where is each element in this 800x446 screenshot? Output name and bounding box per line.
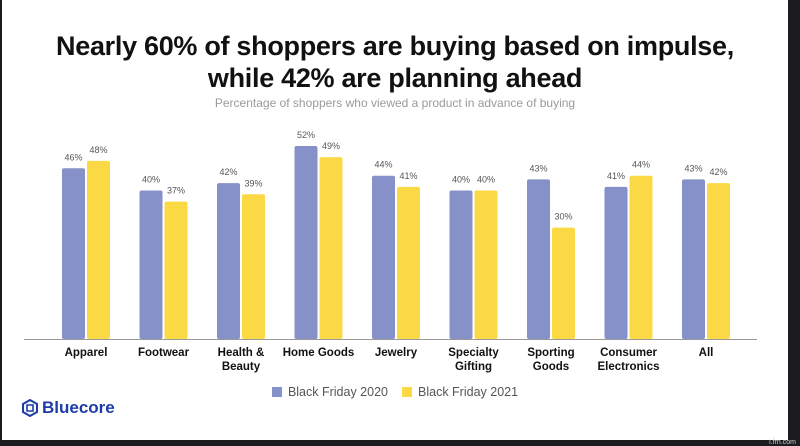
bar-2021: [87, 160, 110, 339]
data-label: 37%: [167, 186, 185, 196]
legend: Black Friday 2020 Black Friday 2021: [2, 385, 788, 399]
bluecore-hex-icon: [22, 399, 38, 417]
bar-2021: [397, 186, 420, 339]
category-label: Sporting: [527, 347, 574, 359]
category-label: Footwear: [138, 347, 190, 359]
data-label: 43%: [529, 163, 547, 173]
chart-card: Nearly 60% of shoppers are buying based …: [2, 0, 788, 440]
data-label: 30%: [554, 212, 572, 222]
bar-2020: [449, 190, 473, 339]
category-label: Gifting: [455, 361, 492, 373]
bar-2020: [139, 190, 163, 339]
data-label: 40%: [452, 175, 470, 185]
bar-2020: [217, 183, 240, 339]
data-label: 42%: [219, 167, 237, 177]
category-label: All: [699, 347, 714, 359]
category-label: Consumer: [600, 347, 657, 359]
data-label: 40%: [142, 175, 160, 185]
data-label: 48%: [89, 145, 107, 155]
legend-label: Black Friday 2021: [418, 385, 519, 399]
category-label: Jewelry: [375, 347, 418, 359]
bar-2020: [294, 146, 318, 339]
bar-2020: [527, 179, 550, 339]
data-label: 42%: [709, 167, 727, 177]
data-label: 39%: [244, 178, 262, 188]
bar-2021: [319, 157, 343, 339]
legend-item-2021: Black Friday 2021: [402, 385, 518, 399]
bar-chart: 46% 48% Apparel 40% 37% Footwear 42% 39% Health …: [24, 130, 757, 373]
category-label: Health &: [218, 347, 265, 359]
title-line-1: Nearly 60% of shoppers are buying based …: [56, 31, 734, 61]
legend-swatch: [402, 387, 412, 397]
bar-2020: [372, 175, 395, 339]
bar-2020: [604, 186, 628, 339]
data-label: 44%: [632, 160, 650, 170]
category-label: Goods: [533, 361, 569, 373]
bar-2021: [164, 201, 188, 339]
category-label: Electronics: [598, 361, 660, 373]
bar-2021: [552, 227, 575, 339]
chart-title: Nearly 60% of shoppers are buying based …: [2, 30, 788, 94]
title-line-2: while 42% are planning ahead: [207, 63, 583, 93]
data-label: 44%: [374, 160, 392, 170]
watermark: i.frn.com: [769, 439, 796, 446]
data-label: 46%: [64, 152, 82, 162]
bar-2021: [474, 190, 498, 339]
brand-name: Bluecore: [42, 398, 115, 417]
data-label: 49%: [322, 141, 340, 151]
category-label: Home Goods: [283, 347, 355, 359]
bar-2020: [682, 179, 705, 339]
legend-item-2020: Black Friday 2020: [271, 385, 388, 399]
category-label: Specialty: [448, 347, 499, 359]
bar-2021: [707, 183, 730, 339]
category-label: Apparel: [65, 347, 108, 359]
data-label: 40%: [477, 175, 495, 185]
data-label: 52%: [297, 130, 315, 140]
data-label: 41%: [399, 171, 417, 181]
legend-label: Black Friday 2020: [287, 385, 388, 399]
chart-subtitle: Percentage of shoppers who viewed a prod…: [214, 96, 576, 110]
bar-2021: [242, 194, 265, 339]
legend-swatch: [271, 387, 282, 397]
bar-2020: [62, 168, 85, 339]
bar-2021: [629, 175, 653, 339]
category-label: Beauty: [222, 361, 261, 373]
bluecore-logo: Bluecore: [22, 398, 115, 418]
data-label: 43%: [684, 163, 702, 173]
data-label: 41%: [607, 171, 625, 181]
